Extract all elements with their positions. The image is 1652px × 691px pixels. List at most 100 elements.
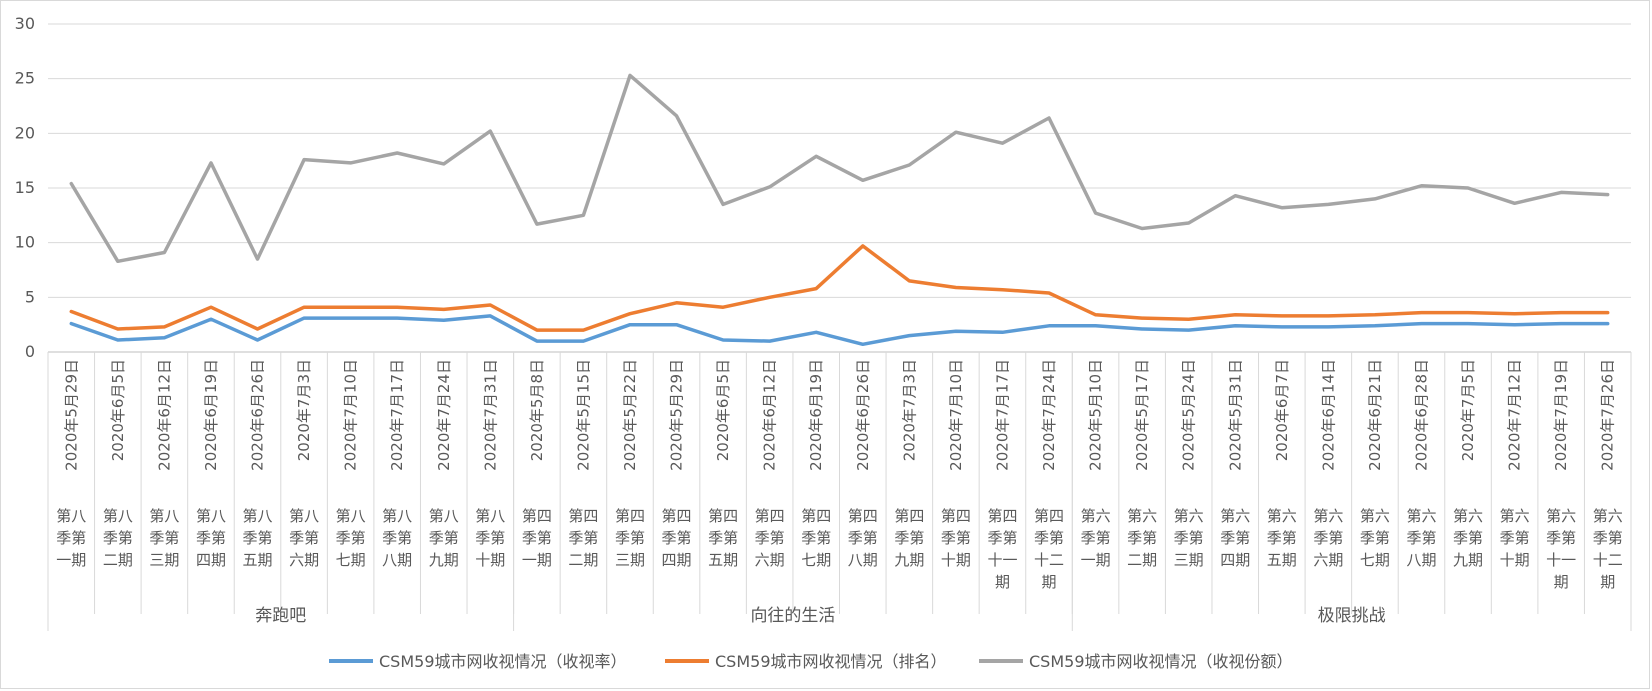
episode-label: 十一 <box>1546 551 1576 569</box>
date-label: 2020年6月26日 <box>854 359 872 471</box>
date-label: 2020年5月17日 <box>1133 359 1151 471</box>
date-label: 2020年5月29日 <box>668 359 686 471</box>
y-tick-label: 20 <box>15 123 35 142</box>
episode-label: 季第 <box>336 529 366 547</box>
y-tick-label: 10 <box>15 233 35 252</box>
episode-label: 一期 <box>522 551 552 569</box>
date-label: 2020年7月3日 <box>295 359 313 461</box>
date-label: 2020年6月28日 <box>1412 359 1430 471</box>
episode-label: 第四 <box>522 507 552 525</box>
episode-label: 季第 <box>522 529 552 547</box>
episode-label: 第八 <box>56 507 86 525</box>
y-tick-label: 30 <box>15 14 35 33</box>
episode-label: 八期 <box>848 551 878 569</box>
episode-label: 第六 <box>1593 507 1623 525</box>
group-label: 极限挑战 <box>1318 606 1386 626</box>
episode-label: 季第 <box>243 529 273 547</box>
episode-label: 八期 <box>382 551 412 569</box>
episode-label: 期 <box>1554 573 1569 591</box>
episode-label: 十二 <box>1034 551 1064 569</box>
date-label: 2020年7月17日 <box>388 359 406 471</box>
y-tick-label: 15 <box>15 178 35 197</box>
episode-label: 季第 <box>382 529 412 547</box>
episode-label: 第四 <box>987 507 1017 525</box>
episode-label: 六期 <box>755 551 785 569</box>
episode-label: 第八 <box>475 507 505 525</box>
date-label: 2020年5月29日 <box>62 359 80 471</box>
episode-label: 季第 <box>708 529 738 547</box>
episode-label: 第六 <box>1127 507 1157 525</box>
date-label: 2020年7月10日 <box>342 359 360 471</box>
episode-label: 季第 <box>196 529 226 547</box>
y-tick-label: 5 <box>25 287 35 306</box>
x-axis <box>47 352 1632 631</box>
date-label: 2020年6月19日 <box>807 359 825 471</box>
episode-label: 季第 <box>475 529 505 547</box>
episode-label: 季第 <box>429 529 459 547</box>
episode-label: 季第 <box>1127 529 1157 547</box>
episode-label: 七期 <box>336 551 366 569</box>
y-tick-label: 0 <box>25 342 35 361</box>
group-label: 向往的生活 <box>750 606 835 626</box>
episode-label: 第六 <box>1220 507 1250 525</box>
episode-label: 九期 <box>1453 551 1483 569</box>
series-line <box>69 244 1610 332</box>
date-label: 2020年7月24日 <box>435 359 453 471</box>
date-label: 2020年7月12日 <box>1506 359 1524 471</box>
episode-label: 季第 <box>1593 529 1623 547</box>
episode-label: 第八 <box>196 507 226 525</box>
episode-label: 第四 <box>568 507 598 525</box>
episode-label: 四期 <box>662 551 692 569</box>
episode-label: 季第 <box>1081 529 1111 547</box>
episode-label: 期 <box>1600 573 1615 591</box>
episode-label: 第四 <box>708 507 738 525</box>
episode-label: 二期 <box>103 551 133 569</box>
episode-label: 季第 <box>1313 529 1343 547</box>
episode-label: 第八 <box>243 507 273 525</box>
episode-label: 第六 <box>1313 507 1343 525</box>
episode-label: 一期 <box>56 551 86 569</box>
series-line <box>69 73 1610 264</box>
episode-label: 第八 <box>289 507 319 525</box>
episode-label: 第六 <box>1546 507 1576 525</box>
episode-label: 季第 <box>1174 529 1204 547</box>
date-label: 2020年6月14日 <box>1319 359 1337 471</box>
episode-label: 季第 <box>894 529 924 547</box>
episode-label: 十期 <box>475 551 505 569</box>
episode-label: 季第 <box>1034 529 1064 547</box>
episode-label: 三期 <box>149 551 179 569</box>
episode-label: 季第 <box>1220 529 1250 547</box>
date-label: 2020年7月10日 <box>947 359 965 471</box>
episode-label: 第八 <box>149 507 179 525</box>
date-label: 2020年5月15日 <box>574 359 592 471</box>
episode-label: 季第 <box>848 529 878 547</box>
episode-label: 二期 <box>568 551 598 569</box>
episode-label: 季第 <box>149 529 179 547</box>
episode-label: 第八 <box>336 507 366 525</box>
episode-label: 季第 <box>1453 529 1483 547</box>
episode-label: 第四 <box>848 507 878 525</box>
date-label: 2020年6月19日 <box>202 359 220 471</box>
episode-label: 四期 <box>196 551 226 569</box>
date-label: 2020年5月8日 <box>528 359 546 461</box>
date-label: 2020年7月3日 <box>900 359 918 461</box>
episode-label: 季第 <box>755 529 785 547</box>
episode-label: 季第 <box>941 529 971 547</box>
episode-label: 第六 <box>1360 507 1390 525</box>
date-label: 2020年7月26日 <box>1599 359 1617 471</box>
episode-label: 季第 <box>1500 529 1530 547</box>
episode-label: 第六 <box>1174 507 1204 525</box>
episode-label: 六期 <box>1313 551 1343 569</box>
episode-label: 第四 <box>662 507 692 525</box>
episode-label: 第八 <box>103 507 133 525</box>
episode-label: 第四 <box>755 507 785 525</box>
date-label: 2020年6月21日 <box>1366 359 1384 471</box>
episode-label: 十一 <box>987 551 1017 569</box>
episode-label: 第六 <box>1267 507 1297 525</box>
date-label: 2020年7月24日 <box>1040 359 1058 471</box>
episode-label: 九期 <box>894 551 924 569</box>
episode-label: 季第 <box>103 529 133 547</box>
episode-label: 第四 <box>894 507 924 525</box>
